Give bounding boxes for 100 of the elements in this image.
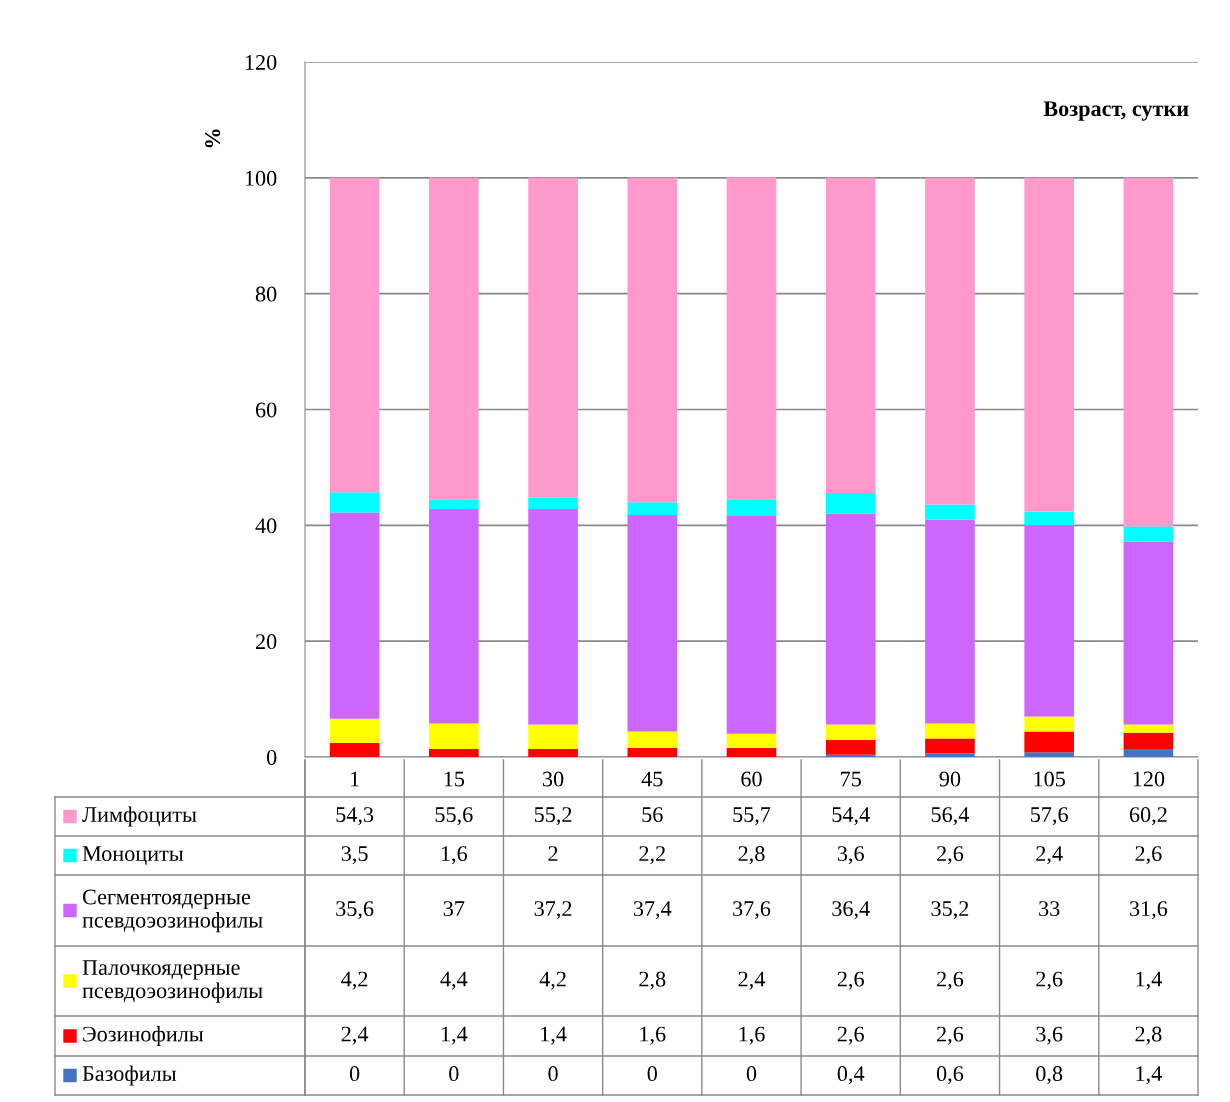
x-tick-label: 105 [1034,771,1065,787]
data-label: 31,6 [1130,901,1168,920]
bar [528,748,578,757]
data-label: 37,2 [534,901,572,920]
data-label: 3,6 [1036,1026,1063,1045]
bar [329,492,380,513]
data-label: 1,6 [739,1026,765,1045]
bar [925,738,975,754]
bar [726,516,777,734]
x-axis-title: Возраст, сутки [1043,101,1189,121]
bar [1123,526,1174,542]
data-label: 2,6 [1135,846,1162,865]
bar [1024,525,1074,717]
legend-label: Лимфоциты [82,806,197,827]
data-label: 37,6 [733,901,771,920]
x-tick-label: 45 [641,771,663,787]
data-label: 1,4 [1136,971,1162,990]
bar [528,177,578,498]
data-label: 1,6 [441,846,468,865]
x-tick-label: 90 [939,771,961,787]
x-tick-label: 75 [841,771,861,787]
data-label: 2,6 [837,971,864,990]
data-label: 54,3 [336,807,374,826]
bar [925,519,975,724]
data-label: 2,6 [937,846,964,865]
x-tick-label: 1 [351,771,359,787]
y-tick-label: 20 [255,634,277,650]
y-tick-label: 80 [255,286,277,302]
data-label: 55,6 [435,807,473,826]
data-label: 55,2 [534,807,572,826]
bar [1123,724,1174,733]
data-label: 33 [1039,901,1060,917]
data-label: 2,6 [937,1026,964,1045]
y-axis-title: % [205,129,221,148]
bar [1123,177,1174,527]
bar [627,502,678,515]
bar [726,499,777,517]
bar [1024,177,1074,512]
bar [1123,732,1174,749]
data-label: 0 [647,1066,657,1082]
bar [726,177,777,500]
data-label: 4,4 [440,971,468,990]
data-label: 57,6 [1031,807,1068,826]
data-label: 56,4 [931,807,970,826]
bar [627,747,678,757]
data-label: 0 [449,1066,459,1082]
data-label: 2,8 [639,971,666,990]
data-label: 1,6 [640,1026,666,1045]
bar [329,743,380,757]
bar [429,177,479,500]
bar [726,747,777,757]
y-tick-label: 60 [255,402,277,418]
data-label: 0,6 [936,1066,964,1085]
data-label: 1,4 [1136,1066,1162,1085]
data-label: 35,6 [336,901,374,920]
bar [825,492,876,514]
data-label: 3,5 [341,846,368,865]
data-label: 2 [548,846,558,861]
legend-label: Базофилы [82,1065,177,1086]
data-label: 0 [746,1066,757,1082]
bar [627,514,678,732]
bar [329,512,380,719]
bar [528,497,578,510]
bar [726,733,777,748]
legend-label: Палочкоядерные псевдоэозинофилы [82,960,263,1003]
data-label: 60,2 [1129,807,1167,826]
bar [1024,511,1074,526]
data-label: 55,7 [733,807,771,826]
data-label: 2,8 [738,846,765,865]
data-label: 0,8 [1036,1066,1063,1085]
data-label: 0,4 [837,1066,865,1085]
data-label: 36,4 [832,901,870,920]
bar [627,731,678,748]
bar [429,723,479,749]
bar [925,504,975,520]
bar [1024,731,1074,753]
bar [429,748,479,757]
data-label: 2,2 [639,846,665,865]
data-label: 2,4 [341,1026,369,1045]
y-tick-label: 120 [245,54,277,70]
data-label: 37 [443,901,465,917]
legend-label: Моноциты [82,846,184,866]
data-label: 2,4 [1036,846,1063,865]
bar [1024,752,1074,757]
x-tick-label: 15 [444,771,465,787]
data-label: 56 [642,807,663,823]
y-tick-label: 40 [255,518,277,534]
bar [825,724,876,740]
data-label: 4,2 [341,971,368,990]
data-label: 54,4 [832,807,870,826]
x-tick-label: 30 [543,771,564,787]
data-label: 3,6 [837,846,864,865]
data-label: 2,4 [738,971,766,990]
x-tick-label: 120 [1133,771,1165,787]
bar [329,718,380,744]
data-label: 4,2 [539,971,566,990]
bar [1123,541,1174,725]
bar [925,177,975,505]
bar [429,499,479,510]
bar [925,723,975,739]
